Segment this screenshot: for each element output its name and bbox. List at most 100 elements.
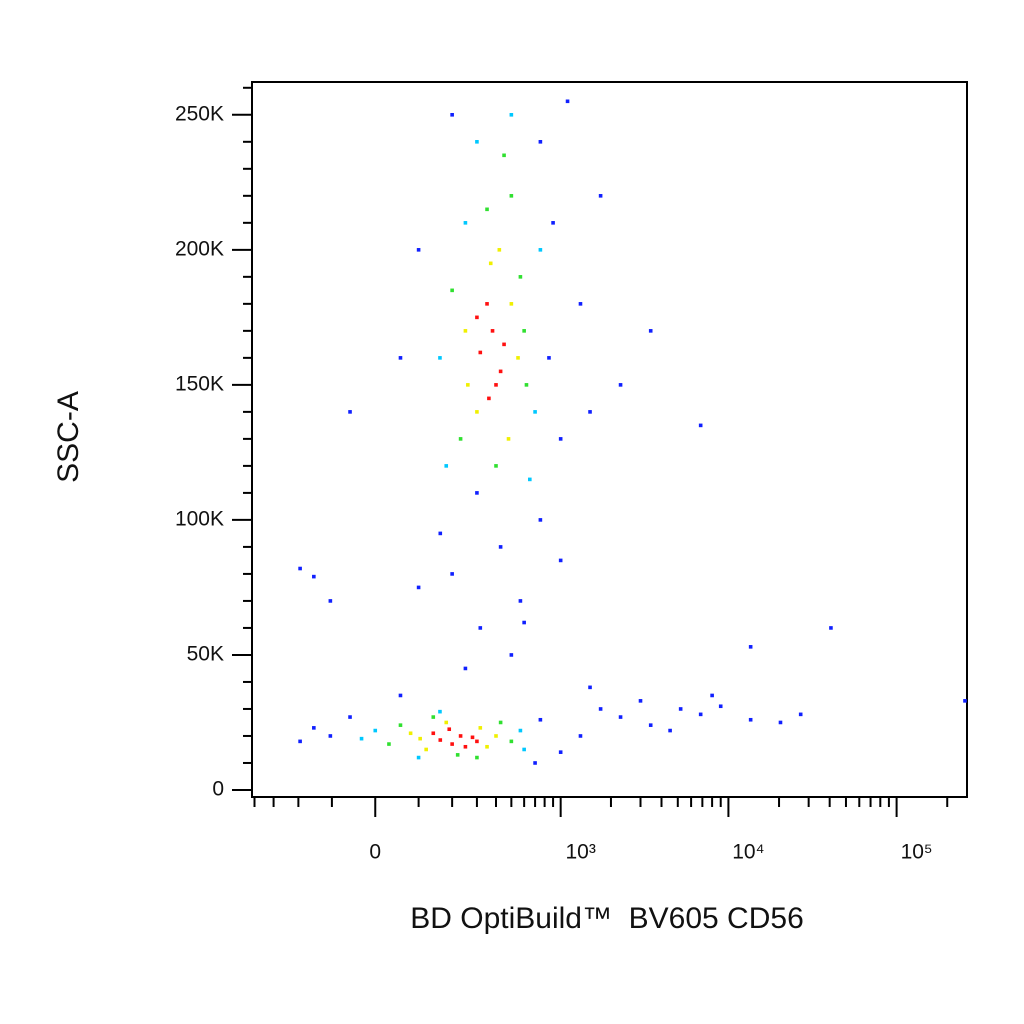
dot xyxy=(485,207,489,212)
dot xyxy=(463,744,468,749)
dot xyxy=(494,383,498,387)
dot xyxy=(298,566,302,571)
dot xyxy=(509,112,514,117)
dot xyxy=(668,728,672,733)
dot xyxy=(558,558,563,563)
dot xyxy=(348,410,352,414)
dot xyxy=(458,437,463,441)
dot xyxy=(498,545,503,549)
dot xyxy=(438,531,443,536)
dot xyxy=(416,248,421,252)
dot xyxy=(524,383,529,387)
dot xyxy=(450,112,454,117)
dot xyxy=(963,699,967,703)
dot xyxy=(618,383,623,387)
dot xyxy=(475,315,479,320)
x-tick-label: 10⁵ xyxy=(901,841,933,864)
y-tick-label: 50K xyxy=(187,642,224,665)
plot-frame xyxy=(251,81,968,798)
dot xyxy=(458,734,463,738)
dot xyxy=(438,356,442,360)
dot xyxy=(466,383,470,387)
dot xyxy=(488,261,493,266)
x-tick-label: 0 xyxy=(369,841,381,864)
dot xyxy=(678,707,683,711)
dot xyxy=(416,755,421,760)
dot xyxy=(463,666,468,671)
dot xyxy=(438,709,442,714)
dot xyxy=(533,410,537,414)
dot xyxy=(328,599,333,603)
dot xyxy=(518,599,523,603)
dot xyxy=(509,653,514,657)
dot xyxy=(485,302,489,306)
dot xyxy=(398,693,403,698)
dot xyxy=(450,288,454,293)
dot xyxy=(478,726,483,730)
dot xyxy=(348,715,352,719)
dot xyxy=(478,626,483,630)
dot xyxy=(438,738,443,742)
dot xyxy=(538,140,543,144)
dot xyxy=(598,707,603,711)
dot xyxy=(538,518,543,522)
dot xyxy=(518,728,523,733)
dot xyxy=(506,437,511,441)
dot xyxy=(373,728,378,733)
dot xyxy=(408,731,413,736)
dot xyxy=(588,410,592,414)
dot xyxy=(558,750,563,754)
dot xyxy=(748,645,753,649)
dot xyxy=(698,712,703,717)
dot xyxy=(298,739,302,744)
dot xyxy=(498,720,503,725)
dot xyxy=(502,153,506,158)
y-tick-label: 200K xyxy=(175,237,224,260)
dot xyxy=(478,350,483,355)
dot xyxy=(558,437,563,441)
dot xyxy=(424,747,428,752)
dot xyxy=(509,739,514,744)
dot xyxy=(551,221,555,225)
dot xyxy=(638,699,643,703)
y-tick-label: 250K xyxy=(175,102,224,125)
dot xyxy=(509,302,514,306)
dot xyxy=(528,477,532,482)
dot xyxy=(447,727,452,732)
dot xyxy=(475,140,479,144)
dot xyxy=(475,410,479,414)
dot xyxy=(522,329,526,333)
dot xyxy=(598,194,603,198)
dot xyxy=(798,712,803,717)
dot xyxy=(398,723,403,727)
dot xyxy=(565,99,570,104)
dot xyxy=(475,755,479,760)
y-tick-label: 0 xyxy=(212,778,224,801)
dot xyxy=(538,248,543,252)
dot xyxy=(710,693,714,698)
dot xyxy=(648,723,653,727)
dot xyxy=(475,739,479,744)
dot xyxy=(516,356,520,360)
dot xyxy=(494,734,498,738)
dot xyxy=(463,221,468,225)
y-tick-label: 150K xyxy=(175,372,224,395)
dot xyxy=(431,715,436,719)
dot xyxy=(518,275,523,279)
dot xyxy=(387,742,391,746)
dot xyxy=(444,464,449,468)
dot xyxy=(444,720,449,725)
dot xyxy=(416,585,421,590)
dot xyxy=(485,744,489,749)
dot xyxy=(487,396,491,401)
dot xyxy=(522,620,526,625)
x-tick-label: 10⁴ xyxy=(732,841,764,864)
dot xyxy=(509,194,514,198)
dot xyxy=(359,736,364,741)
dot xyxy=(431,731,436,736)
x-tick-label: 10³ xyxy=(565,841,595,864)
x-axis-label: BD OptiBuild™ BV605 CD56 xyxy=(410,902,804,935)
dot xyxy=(490,329,495,333)
dot xyxy=(455,753,460,757)
